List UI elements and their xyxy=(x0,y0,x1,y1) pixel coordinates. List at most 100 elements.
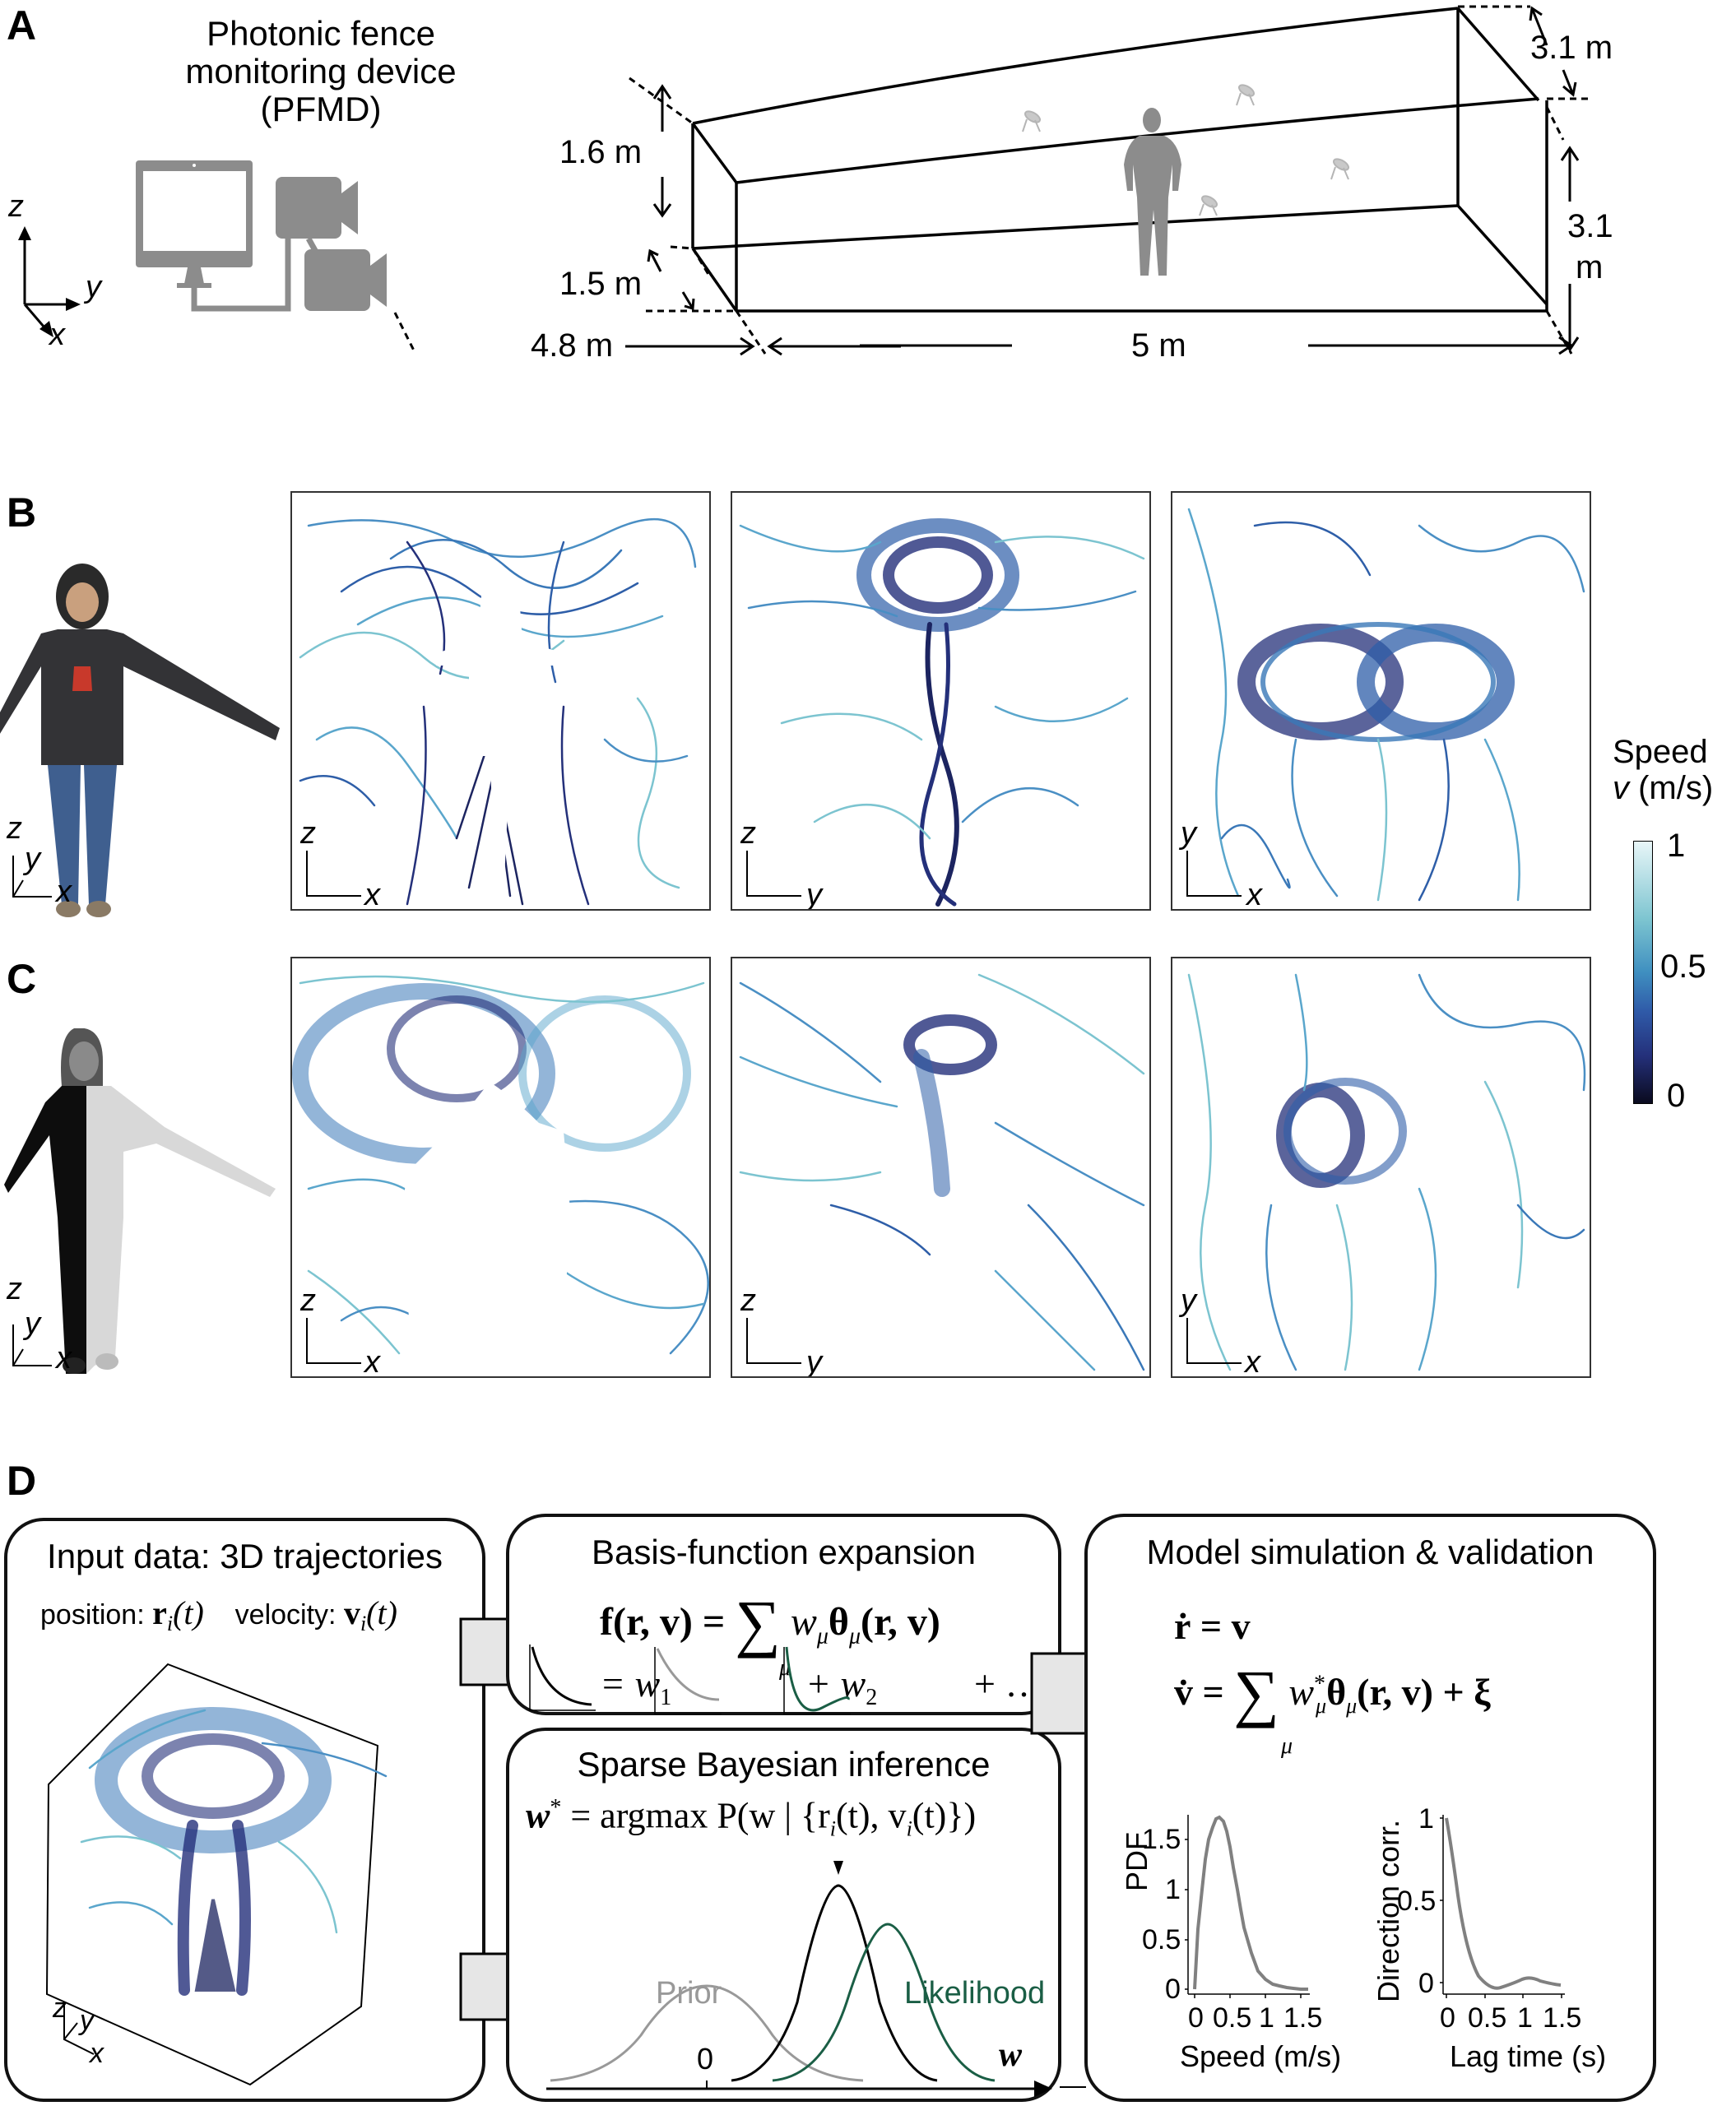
eq2-theta: θ xyxy=(1326,1671,1347,1713)
w-axis-label: w xyxy=(999,2036,1023,2074)
axis-z-label: z xyxy=(8,189,24,224)
trajectory-plot-c-zy: z y xyxy=(731,957,1151,1378)
model-eq1: ṙ = v xyxy=(1174,1605,1251,1647)
pdf-xtick-0: 0 xyxy=(1188,2002,1204,2034)
colorbar-tick-0-5: 0.5 xyxy=(1660,949,1706,985)
pdf-ytick-0: 0 xyxy=(1165,1974,1181,2005)
dim-right-height-unit: m xyxy=(1576,249,1604,285)
vertical-axis-label: y xyxy=(1181,816,1196,851)
colorbar-tick-1: 1 xyxy=(1667,828,1686,864)
corr-xtick-0: 0 xyxy=(1440,2002,1455,2034)
device-title-line1: Photonic fence xyxy=(207,14,435,53)
position-label: position: xyxy=(40,1599,145,1631)
corr-ytick-1: 1 xyxy=(1418,1803,1434,1835)
dim-length: 5 m xyxy=(1131,327,1186,364)
position-sub: i xyxy=(166,1611,174,1635)
basis-theta: θ xyxy=(828,1600,849,1644)
corr-ytick-0-5: 0.5 xyxy=(1397,1886,1437,1917)
vertical-axis-label: y xyxy=(1181,1283,1196,1318)
model-title: Model simulation & validation xyxy=(1146,1533,1594,1571)
basis-theta-arg: (r, v) xyxy=(861,1600,940,1644)
photo-b-z: z xyxy=(7,811,22,846)
colorbar-title-line2: v (m/s) xyxy=(1613,770,1713,806)
corr-xtick-0-5: 0.5 xyxy=(1468,2002,1507,2034)
person-silhouette-icon xyxy=(1124,108,1181,276)
photo-c-x: x xyxy=(56,1341,72,1375)
pdf-ytick-0-5: 0.5 xyxy=(1142,1924,1181,1955)
camera-icon xyxy=(304,249,387,311)
colorbar-title-line1: Speed xyxy=(1613,734,1708,770)
trajectory-plot-c-zx: z x xyxy=(290,957,711,1378)
position-arg: (t) xyxy=(173,1594,204,1631)
position-symbol: r xyxy=(152,1594,167,1631)
photo-b-y: y xyxy=(25,842,40,876)
axis-arrow-icon xyxy=(1034,2080,1052,2097)
basis-w: w xyxy=(790,1600,817,1644)
basis-lhs: f(r, v) = xyxy=(600,1600,726,1644)
colorbar-unit: (m/s) xyxy=(1629,770,1714,806)
horizontal-axis-label: x xyxy=(364,878,380,911)
colorbar xyxy=(1633,841,1653,1104)
enclosure-diagram xyxy=(393,5,1592,356)
colorbar-tick-0: 0 xyxy=(1667,1078,1686,1114)
3d-trajectory-hexagon xyxy=(45,1663,388,2086)
axes-icon xyxy=(746,1318,801,1364)
velocity-sub: i xyxy=(360,1611,367,1635)
basis-sum: ∑ xyxy=(735,1587,781,1658)
monitor-icon xyxy=(136,160,253,288)
pdf-xtick-0-5: 0.5 xyxy=(1213,2002,1252,2034)
sparse-sub-i: i xyxy=(829,1816,837,1841)
panel-c-label: C xyxy=(7,956,37,1002)
axes-icon xyxy=(1186,1318,1242,1364)
velocity-symbol: v xyxy=(343,1594,360,1631)
direction-corr-chart xyxy=(1440,1815,1565,1998)
basis-function-box: Basis-function expansion f(r, v) = ∑ wμθ… xyxy=(506,1514,1061,1715)
horizontal-axis-label: x xyxy=(364,1345,380,1378)
dim-distance: 4.8 m xyxy=(531,327,614,364)
eq2-star: * xyxy=(1314,1671,1326,1697)
dim-right-height-value: 3.1 xyxy=(1567,208,1613,244)
corr-xlabel: Lag time (s) xyxy=(1450,2039,1607,2073)
horizontal-axis-label: x xyxy=(1245,1345,1260,1378)
trajectory-plot-c-yx: y x xyxy=(1171,957,1591,1378)
eq2-sub: μ xyxy=(1316,1694,1327,1719)
subject-photo-b xyxy=(0,564,280,917)
photo-c-y: y xyxy=(25,1306,40,1341)
subject-photo-c xyxy=(4,1028,276,1374)
axes-icon xyxy=(746,851,801,897)
vertical-axis-label: z xyxy=(740,816,756,851)
coordinate-axes-icon xyxy=(18,226,81,337)
expansion-plus-w: + w xyxy=(805,1663,866,1705)
vertical-axis-label: z xyxy=(740,1283,756,1318)
likelihood-label: Likelihood xyxy=(904,1976,1046,2011)
model-eq2: v̇ = ∑ w*μθμ(r, v) + ξ xyxy=(1174,1661,1491,1725)
eq2-index: μ xyxy=(1281,1733,1293,1759)
eq2-lhs: v̇ = xyxy=(1174,1671,1224,1713)
connector-line xyxy=(1060,2086,1086,2088)
model-simulation-box: Model simulation & validation ṙ = v v̇ =… xyxy=(1084,1514,1656,2102)
eq2-sum: ∑ xyxy=(1233,1657,1279,1728)
input-title: Input data: 3D trajectories xyxy=(47,1537,443,1575)
sparse-end: (t)}) xyxy=(912,1795,977,1836)
axis-x-label: x xyxy=(49,318,65,352)
pdf-ytick-1-5: 1.5 xyxy=(1142,1824,1181,1855)
sparse-rhs: = argmax P(w | {r xyxy=(570,1795,830,1836)
device-title-line3: (PFMD) xyxy=(260,90,382,128)
axes-icon xyxy=(306,1318,361,1364)
vertical-axis-label: z xyxy=(300,1283,316,1318)
horizontal-axis-label: y xyxy=(806,878,822,911)
axis-y-label: y xyxy=(86,270,101,304)
basis-expansion-plus-w2: + w2 xyxy=(805,1665,877,1709)
sparse-sub-i2: i xyxy=(906,1816,912,1841)
horizontal-axis-label: y xyxy=(806,1345,822,1378)
dim-top-depth: 3.1 m xyxy=(1530,30,1613,66)
corr-ytick-0: 0 xyxy=(1418,1968,1434,1999)
vertical-axis-label: z xyxy=(300,816,316,851)
panel-a-label: A xyxy=(7,2,37,49)
input-axis-z: z xyxy=(53,1992,67,2024)
axes-icon-b-photo xyxy=(12,856,52,898)
eq2-w: w xyxy=(1288,1671,1315,1713)
sparse-bayesian-box: Sparse Bayesian inference w* = argmax P(… xyxy=(506,1728,1061,2102)
corr-xtick-1: 1 xyxy=(1517,2002,1533,2034)
mosquito-icon xyxy=(1022,84,1350,216)
